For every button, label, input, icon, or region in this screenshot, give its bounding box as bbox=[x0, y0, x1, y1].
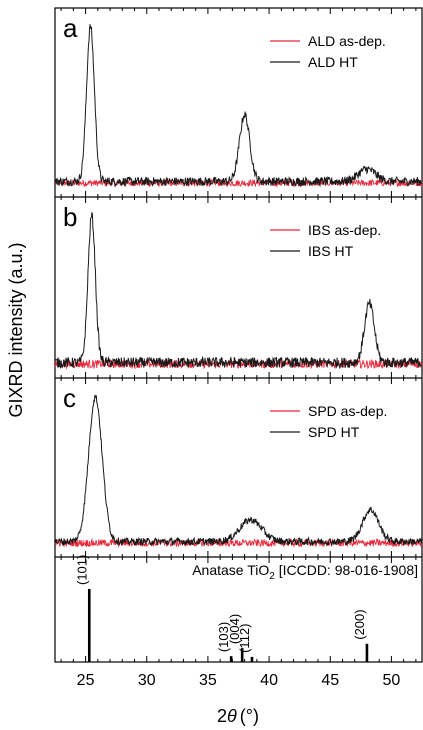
legend-label: IBS as-dep. bbox=[308, 222, 381, 238]
reference-label: (112) bbox=[237, 623, 252, 652]
x-tick-label: 35 bbox=[199, 672, 217, 689]
x-axis-label-symbol: θ bbox=[227, 706, 237, 726]
series-line-a-0 bbox=[54, 178, 423, 188]
x-axis-label-unit: (°) bbox=[240, 706, 259, 726]
x-tick-label: 45 bbox=[321, 672, 339, 689]
x-axis-label: 2θ (°) bbox=[217, 706, 259, 726]
panel-letter-b: b bbox=[63, 202, 77, 232]
legend-label: ALD HT bbox=[308, 54, 358, 70]
panel-letter-c: c bbox=[63, 383, 76, 413]
legend-label: IBS HT bbox=[308, 243, 354, 259]
y-axis-label: GIXRD intensity (a.u.) bbox=[6, 242, 26, 417]
legend-label: ALD as-dep. bbox=[308, 33, 386, 49]
legend-label: SPD HT bbox=[308, 424, 360, 440]
x-tick-label: 50 bbox=[383, 672, 401, 689]
reference-label: (200) bbox=[352, 609, 367, 639]
reference-title: Anatase TiO2 [ICCDD: 98-016-1908] bbox=[192, 562, 418, 582]
plot-frame bbox=[54, 7, 423, 663]
series-line-c-1 bbox=[54, 394, 423, 547]
series-line-b-1 bbox=[55, 211, 423, 370]
x-tick-label: 30 bbox=[138, 672, 156, 689]
reference-label: (004) bbox=[227, 614, 242, 644]
panel-letter-a: a bbox=[63, 13, 78, 43]
series-line-c-0 bbox=[54, 537, 423, 548]
series-line-a-1 bbox=[54, 24, 423, 188]
x-axis-label-prefix: 2 bbox=[217, 706, 227, 726]
x-tick-label: 25 bbox=[77, 672, 95, 689]
x-tick-label: 40 bbox=[260, 672, 278, 689]
plot-area: a ALD as-dep. ALD HT b IBS as-dep. IBS HT c SPD… bbox=[54, 7, 423, 689]
reference-label: (101) bbox=[74, 555, 89, 585]
legend-label: SPD as-dep. bbox=[308, 403, 387, 419]
reference-label: (103) bbox=[216, 622, 231, 652]
